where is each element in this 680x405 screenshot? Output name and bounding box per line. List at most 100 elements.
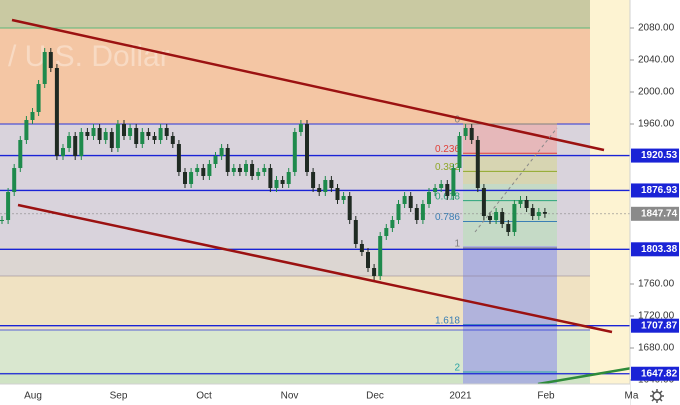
- candle-body: [359, 244, 364, 252]
- candle-body: [140, 132, 145, 144]
- candle-body: [48, 52, 53, 68]
- candle-body: [134, 128, 139, 144]
- zone: [0, 372, 590, 384]
- candle-body: [305, 124, 309, 172]
- candle-body: [329, 180, 334, 188]
- candle-body: [542, 212, 547, 214]
- candle-body: [91, 128, 96, 136]
- candle-body: [122, 124, 126, 136]
- zone: [0, 0, 590, 28]
- candle-body: [475, 140, 480, 188]
- y-tick-label: 1760.00: [638, 279, 675, 290]
- y-tick-label: 1720.00: [638, 311, 675, 322]
- candle-body: [268, 168, 273, 188]
- candle-body: [183, 172, 187, 184]
- candle-body: [244, 164, 248, 172]
- trend-line: [474, 127, 558, 233]
- candle-body: [286, 172, 291, 184]
- candle-body: [36, 84, 41, 112]
- candle-body: [481, 188, 486, 216]
- candle-body: [323, 180, 328, 192]
- candle-body: [67, 136, 72, 148]
- candle-body: [0, 220, 4, 221]
- price-label-box: [631, 366, 679, 381]
- candle-body: [109, 132, 114, 148]
- x-tick-label: Aug: [24, 391, 42, 402]
- price-label-box: [631, 242, 679, 257]
- y-tick-label: 1960.00: [638, 119, 675, 130]
- candle-body: [97, 128, 102, 140]
- trend-line: [11, 18, 605, 152]
- price-label: 1647.82: [641, 368, 678, 379]
- candle-body: [469, 128, 474, 140]
- fib-label: 0: [454, 115, 460, 126]
- fib-label: 0.236: [435, 144, 460, 155]
- candle-body: [12, 168, 17, 192]
- y-tick-label: 1680.00: [638, 343, 675, 354]
- candle-body: [256, 172, 261, 176]
- candle-body: [146, 132, 151, 136]
- price-label: 1803.38: [641, 244, 678, 255]
- background-zones: [0, 0, 630, 384]
- candle-body: [201, 168, 206, 176]
- axis-labels: 2080.00 2040.00 2000.00 1960.00 1760.00 1720.…: [24, 23, 679, 402]
- candle-body: [207, 164, 212, 176]
- fib-label: 0.382: [435, 162, 460, 173]
- candle-body: [115, 124, 120, 148]
- candle-body: [353, 220, 358, 244]
- candle-body: [530, 208, 535, 216]
- candle-body: [195, 168, 200, 172]
- candle-body: [176, 144, 181, 172]
- candle-body: [366, 252, 370, 268]
- candle-body: [402, 196, 407, 204]
- candle-body: [18, 140, 23, 168]
- candle-body: [488, 216, 492, 220]
- candle-body: [335, 188, 340, 200]
- candle-body: [347, 196, 352, 220]
- candle-body: [372, 268, 377, 276]
- candle-body: [231, 168, 236, 172]
- settings-gear[interactable]: [652, 391, 662, 401]
- price-label: 1876.93: [641, 185, 678, 196]
- zone: [0, 28, 590, 124]
- price-lines: [0, 154, 630, 375]
- candle-body: [30, 112, 35, 120]
- candle-body: [128, 128, 133, 136]
- candle-body: [506, 224, 511, 232]
- candle-body: [61, 148, 65, 156]
- candle-body: [378, 236, 383, 276]
- candle-body: [457, 136, 462, 168]
- candle-body: [158, 128, 163, 140]
- candle-body: [103, 132, 108, 140]
- candle-body: [280, 180, 285, 184]
- candle-body: [219, 148, 224, 156]
- zone: [590, 0, 630, 384]
- y-tick-label: 2000.00: [638, 87, 675, 98]
- candle-body: [414, 208, 419, 220]
- candle-body: [292, 132, 297, 172]
- candle-body: [396, 204, 401, 220]
- settings-icon[interactable]: [650, 389, 664, 403]
- candle-body: [250, 164, 255, 176]
- candle-body: [189, 172, 194, 184]
- candle-body: [445, 184, 450, 196]
- candle-body: [170, 136, 175, 144]
- candle-body: [311, 172, 316, 188]
- trend-line: [537, 366, 633, 386]
- y-tick-label: 2040.00: [638, 55, 675, 66]
- trend-line: [17, 203, 613, 334]
- watermark: / U.S. Dollar: [8, 40, 170, 73]
- candle-body: [317, 188, 322, 192]
- candle-body: [73, 136, 78, 156]
- candle-body: [439, 184, 444, 188]
- settings-spokes[interactable]: [650, 389, 664, 403]
- candle-body: [408, 196, 413, 208]
- candle-body: [494, 212, 499, 220]
- price-label-box: [631, 318, 679, 333]
- x-tick-label: Ma: [625, 391, 639, 402]
- time-axis: [0, 384, 630, 405]
- fib-label: 2: [454, 363, 460, 374]
- price-label-box: [631, 206, 679, 221]
- candle-body: [524, 200, 529, 208]
